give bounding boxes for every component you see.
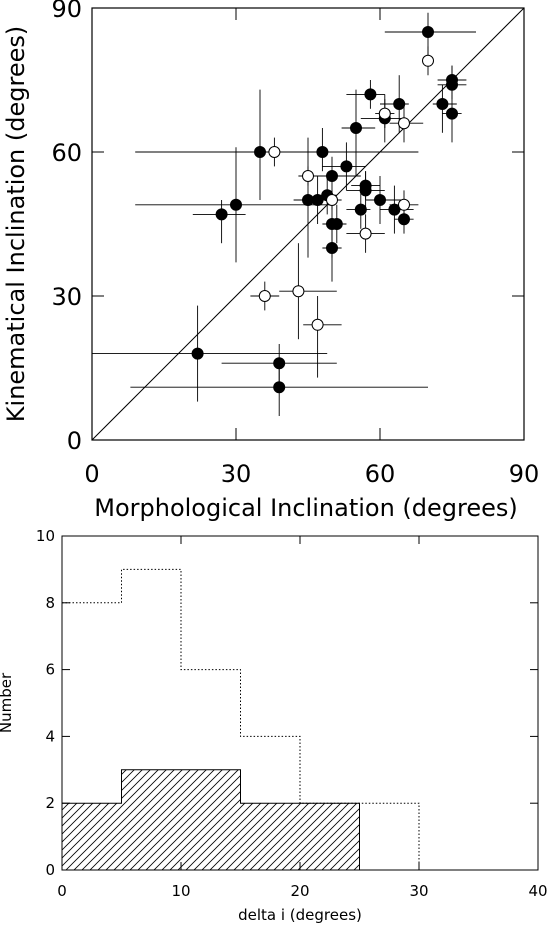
open-data-point: [398, 117, 410, 130]
scatter-panel: 0 30 60 90 0 30 60 90 Kinematical Inclination (…: [2, 0, 539, 522]
open-data-point: [378, 107, 391, 120]
filled-data-point: [273, 357, 286, 370]
histogram-hatched-bar: [300, 803, 360, 870]
histogram-x-tick-label: 0: [57, 882, 67, 900]
histogram-hatched-bar: [62, 803, 122, 870]
filled-data-point: [354, 203, 367, 216]
scatter-plot-frame: [91, 7, 525, 441]
scatter-points: [191, 26, 458, 394]
histogram-y-tick-label: 0: [45, 861, 55, 879]
filled-data-point: [393, 98, 406, 110]
open-data-point: [268, 146, 281, 158]
histogram-x-tick-label: 10: [171, 882, 190, 900]
histogram-ticks: 0 10 20 30 40 0 2 4 6 8 10: [36, 527, 548, 900]
filled-data-point: [191, 347, 204, 360]
filled-data-point: [316, 146, 329, 158]
filled-data-point: [446, 78, 458, 91]
filled-data-point: [330, 218, 343, 230]
open-data-point: [302, 170, 314, 182]
histogram-x-tick-label: 20: [290, 882, 309, 900]
open-data-point: [258, 290, 271, 302]
filled-data-point: [374, 194, 386, 206]
histogram-panel: 0 10 20 30 40 0 2 4 6 8 10 Number delta i (degrees…: [0, 527, 548, 924]
scatter-x-tick-label: 0: [84, 460, 99, 488]
filled-data-point: [446, 107, 458, 120]
scatter-y-tick-label: 0: [67, 427, 82, 455]
histogram-y-axis-label: Number: [0, 672, 15, 733]
scatter-y-tick-label: 90: [51, 0, 82, 23]
histogram-dotted-series: [62, 568, 420, 870]
histogram-hatched-bar: [240, 803, 300, 870]
filled-data-point: [326, 242, 338, 254]
histogram-x-tick-label: 30: [409, 882, 428, 900]
histogram-hatched-outline: [61, 769, 360, 870]
filled-data-point: [359, 184, 372, 197]
scatter-x-tick-label: 60: [365, 460, 396, 488]
filled-data-point: [388, 203, 401, 216]
scatter-y-tick-label: 60: [51, 139, 82, 167]
open-data-point: [398, 198, 410, 211]
histogram-y-tick-label: 2: [45, 794, 55, 812]
scatter-x-axis-label: Morphological Inclination (degrees): [94, 494, 518, 522]
filled-data-point: [230, 198, 242, 211]
filled-data-point: [326, 170, 338, 182]
filled-data-point: [398, 213, 410, 226]
scatter-x-tick-label: 90: [509, 460, 540, 488]
filled-data-point: [422, 26, 434, 38]
filled-data-point: [273, 381, 286, 394]
filled-data-point: [350, 122, 362, 134]
scatter-errorbars: [92, 12, 476, 416]
filled-data-point: [311, 194, 324, 206]
open-data-point: [292, 285, 305, 298]
open-data-point: [422, 54, 434, 67]
histogram-x-tick-label: 40: [528, 882, 547, 900]
filled-data-point: [254, 146, 266, 158]
filled-data-point: [340, 160, 353, 173]
histogram-hatched-bar: [181, 769, 241, 870]
filled-data-point: [215, 208, 228, 221]
histogram-y-tick-label: 6: [45, 661, 55, 679]
histogram-y-tick-label: 10: [36, 527, 55, 545]
histogram-hatched-series: [61, 769, 360, 870]
scatter-x-tick-label: 30: [221, 460, 252, 488]
scatter-y-tick-label: 30: [51, 283, 82, 311]
open-data-point: [359, 227, 372, 240]
open-data-point: [311, 318, 324, 331]
histogram-y-tick-label: 4: [45, 727, 55, 745]
filled-data-point: [364, 88, 377, 101]
open-data-point: [326, 194, 338, 206]
filled-data-point: [436, 98, 449, 110]
histogram-hatched-bar: [121, 769, 181, 870]
scatter-y-axis-label: Kinematical Inclination (degrees): [2, 26, 30, 422]
histogram-x-axis-label: delta i (degrees): [238, 906, 362, 924]
scatter-ticks: 0 30 60 90 0 30 60 90: [51, 0, 539, 488]
histogram-y-tick-label: 8: [45, 594, 55, 612]
